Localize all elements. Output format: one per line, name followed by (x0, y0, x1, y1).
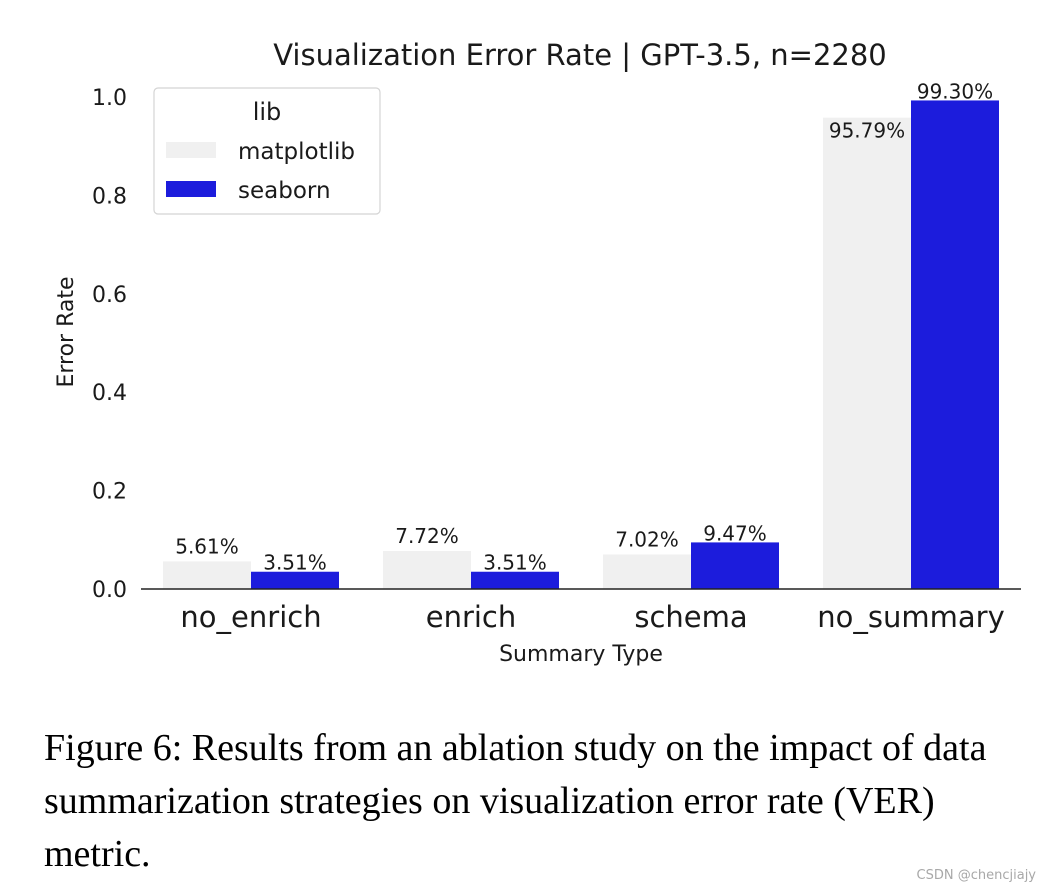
caption-prefix: Figure 6: Results from an ablation study… (44, 727, 987, 822)
bar-seaborn-no_summary (911, 100, 999, 589)
legend-swatch-matplotlib (166, 142, 216, 158)
figure-caption: Figure 6: Results from an ablation study… (44, 722, 1044, 881)
bar-matplotlib-schema (603, 554, 691, 589)
legend-title: lib (253, 98, 282, 126)
bar-seaborn-enrich (471, 571, 559, 589)
bar-data-labels: 5.61% 7.72% 7.02% 95.79% 3.51% 3.51% 9.47% 99.3… (175, 79, 993, 574)
bar-label-matplotlib-no_enrich: 5.61% (175, 534, 239, 558)
y-tick-label: 0.0 (92, 578, 127, 603)
y-axis-label: Error Rate (54, 276, 79, 387)
y-tick-label: 0.6 (92, 283, 127, 308)
bar-label-matplotlib-no_summary: 95.79% (829, 119, 905, 143)
caption-suffix: ) metric. (44, 780, 935, 875)
bar-seaborn-no_enrich (251, 571, 339, 589)
y-tick-label: 1.0 (92, 86, 127, 111)
x-tick-label: enrich (426, 600, 517, 634)
watermark: CSDN @chencjiajy (916, 868, 1036, 883)
bar-label-seaborn-no_summary: 99.30% (917, 79, 993, 103)
bar-label-seaborn-schema: 9.47% (703, 521, 767, 545)
caption-abbrev: VER (845, 780, 922, 822)
x-axis-label: Summary Type (499, 642, 663, 667)
bar-matplotlib-no_summary (823, 117, 911, 590)
x-tick-label: no_summary (817, 600, 1004, 634)
legend-swatch-seaborn (166, 181, 216, 197)
bars-group (163, 100, 999, 590)
chart-title: Visualization Error Rate | GPT-3.5, n=22… (273, 38, 887, 72)
y-tick-label: 0.2 (92, 480, 127, 505)
bar-chart: Visualization Error Rate | GPT-3.5, n=22… (54, 38, 1021, 667)
x-tick-label: schema (634, 600, 747, 634)
bar-label-seaborn-enrich: 3.51% (483, 551, 547, 575)
y-tick-label: 0.4 (92, 381, 127, 406)
legend-label-seaborn: seaborn (238, 178, 331, 204)
x-axis-ticks: no_enrich enrich schema no_summary (180, 600, 1004, 634)
bar-label-seaborn-no_enrich: 3.51% (263, 551, 327, 575)
legend-label-matplotlib: matplotlib (238, 139, 355, 165)
y-tick-label: 0.8 (92, 184, 127, 209)
x-tick-label: no_enrich (180, 600, 321, 634)
legend: lib matplotlib seaborn (153, 87, 381, 215)
bar-label-matplotlib-enrich: 7.72% (395, 524, 459, 548)
bar-matplotlib-no_enrich (163, 561, 251, 589)
bar-matplotlib-enrich (383, 551, 471, 589)
y-axis-ticks: 0.0 0.2 0.4 0.6 0.8 1.0 (92, 86, 127, 603)
bar-seaborn-schema (691, 542, 779, 589)
bar-label-matplotlib-schema: 7.02% (615, 527, 679, 551)
